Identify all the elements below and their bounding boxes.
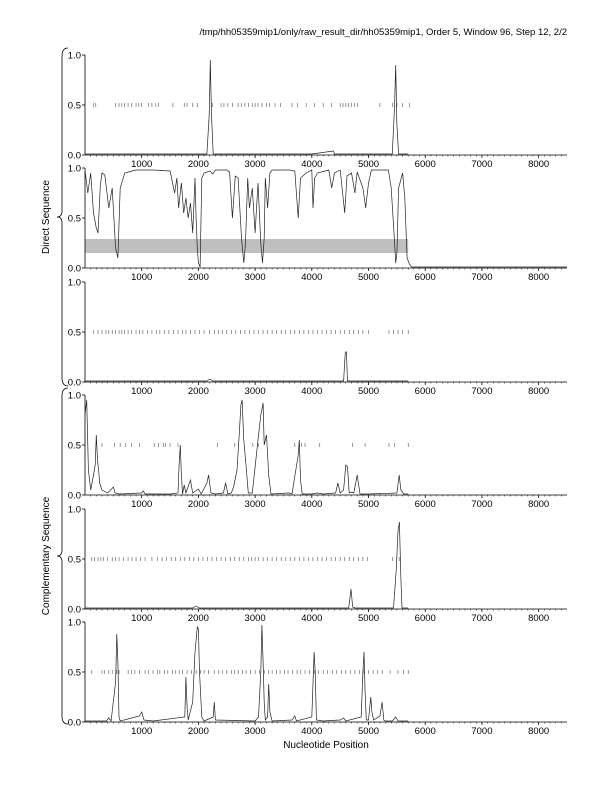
series-line xyxy=(85,624,409,722)
x-tick-label: 7000 xyxy=(471,613,492,624)
y-tick-label: 0.5 xyxy=(68,328,81,339)
series-line xyxy=(85,351,409,382)
x-tick-label: 3000 xyxy=(245,613,266,624)
x-tick-label: 7000 xyxy=(471,272,492,283)
x-tick-label: 1000 xyxy=(131,159,152,170)
y-tick-label: 0.5 xyxy=(68,555,81,566)
x-tick-label: 4000 xyxy=(301,499,322,510)
x-tick-label: 4000 xyxy=(301,272,322,283)
x-tick-label: 8000 xyxy=(528,613,549,624)
y-tick-label: 1.0 xyxy=(68,51,81,62)
x-tick-label: 6000 xyxy=(415,726,436,737)
x-tick-label: 4000 xyxy=(301,386,322,397)
panel-6: 0.0 0.5 1.0 1000 2000 3000 4000 5000 6000 7000 800… xyxy=(68,618,567,737)
chart-title: /tmp/hh05359mip1/only/raw_result_dir/hh0… xyxy=(199,27,567,38)
group-braces xyxy=(56,47,69,725)
y-tick-label: 0.5 xyxy=(68,214,81,225)
x-tick-label: 5000 xyxy=(358,499,379,510)
brace-complementary xyxy=(56,387,69,725)
x-tick-label: 8000 xyxy=(528,499,549,510)
panel-5: 0.0 0.5 1.0 1000 2000 3000 4000 5000 6000 7000 800… xyxy=(68,505,567,624)
x-tick-label: 6000 xyxy=(415,159,436,170)
x-tick-label: 1000 xyxy=(131,386,152,397)
brace-direct xyxy=(56,47,69,387)
y-tick-label: 1.0 xyxy=(68,164,81,175)
x-tick-label: 5000 xyxy=(358,613,379,624)
x-tick-label: 8000 xyxy=(528,159,549,170)
y-tick-label: 1.0 xyxy=(68,618,81,629)
panel-1: 0.0 0.5 1.0 1000 2000 3000 4000 5000 6000 7000 800… xyxy=(68,51,567,170)
x-tick-label: 1000 xyxy=(131,499,152,510)
x-tick-label: 7000 xyxy=(471,386,492,397)
group-label-complementary: Complementary Sequence xyxy=(41,496,52,615)
y-tick-label: 0.0 xyxy=(68,605,81,616)
x-tick-label: 3000 xyxy=(245,386,266,397)
y-tick-label: 0.0 xyxy=(68,491,81,502)
x-tick-label: 7000 xyxy=(471,159,492,170)
x-tick-label: 5000 xyxy=(358,726,379,737)
x-tick-label: 5000 xyxy=(358,272,379,283)
x-tick-label: 2000 xyxy=(188,159,209,170)
x-tick-label: 8000 xyxy=(528,272,549,283)
x-tick-label: 5000 xyxy=(358,159,379,170)
x-tick-label: 2000 xyxy=(188,613,209,624)
x-tick-label: 2000 xyxy=(188,726,209,737)
x-axis-label: Nucleotide Position xyxy=(283,740,369,751)
y-tick-label: 0.5 xyxy=(68,668,81,679)
group-label-direct: Direct Sequence xyxy=(41,180,52,254)
x-tick-label: 8000 xyxy=(528,386,549,397)
y-tick-label: 0.0 xyxy=(68,718,81,729)
series-line xyxy=(84,169,567,268)
highlight-band xyxy=(85,239,409,253)
x-tick-label: 7000 xyxy=(471,726,492,737)
x-tick-label: 5000 xyxy=(358,386,379,397)
x-tick-label: 1000 xyxy=(131,726,152,737)
x-tick-label: 8000 xyxy=(528,726,549,737)
x-tick-label: 4000 xyxy=(301,159,322,170)
x-tick-label: 4000 xyxy=(301,726,322,737)
x-tick-label: 6000 xyxy=(415,613,436,624)
x-tick-label: 3000 xyxy=(245,499,266,510)
x-tick-label: 3000 xyxy=(245,726,266,737)
y-tick-label: 1.0 xyxy=(68,278,81,289)
panel-4: 0.0 0.5 1.0 1000 2000 3000 4000 5000 6000 7000 800… xyxy=(68,391,567,510)
y-tick-label: 0.0 xyxy=(68,151,81,162)
y-tick-label: 1.0 xyxy=(68,505,81,516)
x-tick-label: 2000 xyxy=(188,386,209,397)
x-tick-label: 3000 xyxy=(245,272,266,283)
x-tick-label: 3000 xyxy=(245,159,266,170)
y-tick-label: 0.5 xyxy=(68,441,81,452)
x-tick-label: 4000 xyxy=(301,613,322,624)
series-line xyxy=(85,59,409,155)
x-tick-label: 1000 xyxy=(131,613,152,624)
x-tick-label: 1000 xyxy=(131,272,152,283)
x-tick-label: 2000 xyxy=(188,499,209,510)
x-tick-label: 7000 xyxy=(471,499,492,510)
panels: 0.0 0.5 1.0 1000 2000 3000 4000 5000 6000 7000 800… xyxy=(68,51,567,737)
series-line xyxy=(85,521,409,609)
y-tick-label: 0.5 xyxy=(68,101,81,112)
x-tick-label: 6000 xyxy=(415,272,436,283)
x-tick-label: 2000 xyxy=(188,272,209,283)
y-tick-label: 0.0 xyxy=(68,264,81,275)
panel-3: 0.0 0.5 1.0 1000 2000 3000 4000 5000 6000 7000 800… xyxy=(68,278,567,397)
x-tick-label: 6000 xyxy=(415,386,436,397)
x-tick-label: 6000 xyxy=(415,499,436,510)
series-line xyxy=(84,399,409,495)
y-tick-label: 0.0 xyxy=(68,378,81,389)
y-tick-label: 1.0 xyxy=(68,391,81,402)
panel-2: 0.0 0.5 1.0 1000 2000 3000 4000 5000 6000 7000 800… xyxy=(68,164,567,283)
